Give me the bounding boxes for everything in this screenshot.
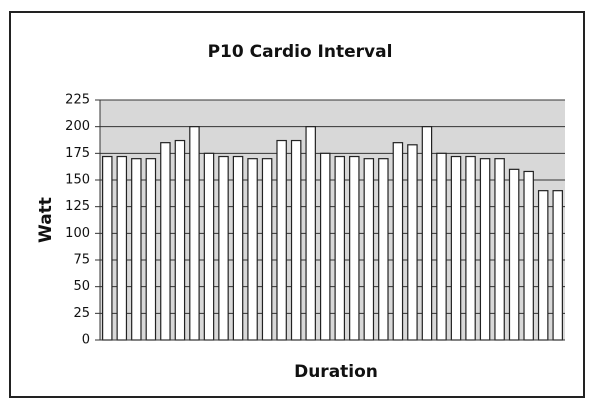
bar bbox=[494, 158, 505, 341]
x-axis-label: Duration bbox=[294, 362, 378, 382]
y-tick-label: 100 bbox=[65, 226, 90, 241]
bar bbox=[102, 155, 113, 341]
y-tick-label: 225 bbox=[65, 93, 90, 108]
bar bbox=[218, 155, 229, 341]
bar bbox=[203, 152, 215, 341]
bar bbox=[363, 158, 375, 341]
bar bbox=[465, 155, 476, 341]
bar bbox=[436, 152, 447, 341]
y-tick-label: 50 bbox=[73, 279, 90, 294]
bar bbox=[319, 152, 331, 341]
bar bbox=[523, 170, 534, 341]
y-tick-label: 75 bbox=[73, 253, 90, 268]
y-tick-label: 175 bbox=[65, 146, 90, 161]
bar bbox=[537, 190, 549, 341]
bar bbox=[479, 158, 491, 341]
bar bbox=[392, 142, 404, 341]
bar bbox=[421, 126, 433, 341]
bar bbox=[407, 144, 418, 341]
bar bbox=[160, 142, 171, 341]
y-tick-label: 200 bbox=[65, 119, 90, 134]
y-tick-label: 25 bbox=[73, 306, 90, 321]
bar bbox=[378, 158, 389, 341]
bar bbox=[552, 190, 563, 341]
bar bbox=[116, 155, 128, 341]
bar bbox=[305, 126, 316, 341]
bar bbox=[276, 139, 287, 341]
y-tick-label: 125 bbox=[65, 199, 90, 214]
bar bbox=[174, 139, 186, 341]
bar bbox=[450, 155, 462, 341]
bar bbox=[232, 155, 244, 341]
bar bbox=[131, 158, 142, 341]
bar bbox=[334, 155, 346, 341]
y-tick-label: 150 bbox=[65, 173, 90, 188]
bar bbox=[247, 158, 258, 341]
bar bbox=[349, 155, 360, 341]
y-tick-label: 0 bbox=[82, 333, 90, 348]
bar bbox=[189, 126, 200, 341]
bar bbox=[261, 158, 273, 341]
bar bbox=[145, 158, 157, 341]
bar bbox=[508, 168, 520, 341]
bar bbox=[290, 139, 302, 341]
y-axis-label: Watt bbox=[36, 197, 56, 243]
chart-title: P10 Cardio Interval bbox=[208, 42, 393, 62]
